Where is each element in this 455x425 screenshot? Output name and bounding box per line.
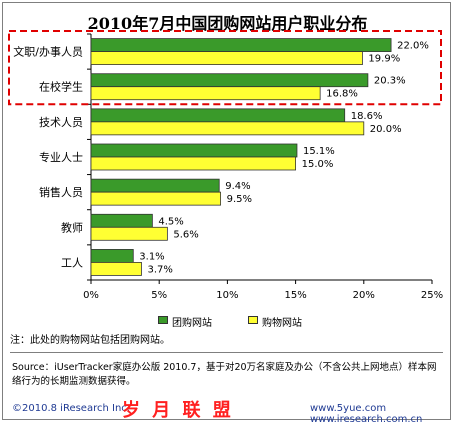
chart-title: 2010年7月中国团购网站用户职业分布 bbox=[87, 14, 368, 33]
bar-shopping bbox=[90, 156, 297, 171]
legend-swatch-shopping bbox=[248, 316, 258, 324]
category-label: 技术人员 bbox=[39, 116, 83, 129]
highlight-box bbox=[8, 30, 442, 106]
data-label: 20.0% bbox=[370, 124, 402, 135]
bar-groupon bbox=[90, 73, 369, 88]
copyright-text: ©2010.8 iResearch Inc. bbox=[12, 403, 130, 414]
category-label: 在校学生 bbox=[39, 80, 83, 94]
x-tick-label: 25% bbox=[421, 290, 443, 301]
x-tick-label: 20% bbox=[353, 290, 375, 301]
data-label: 20.3% bbox=[374, 76, 406, 87]
bar-shopping bbox=[90, 262, 142, 276]
data-label: 16.8% bbox=[326, 89, 358, 100]
data-label: 3.1% bbox=[139, 251, 164, 262]
data-label: 4.5% bbox=[158, 216, 183, 227]
data-label: 9.4% bbox=[225, 181, 250, 192]
category-label: 工人 bbox=[61, 256, 83, 269]
x-tick-label: 15% bbox=[284, 290, 306, 301]
x-tick-label: 0% bbox=[83, 290, 99, 301]
x-tick-label: 5% bbox=[151, 290, 167, 301]
category-label: 文职/办事人员 bbox=[13, 45, 83, 59]
category-label: 教师 bbox=[61, 221, 83, 234]
bar-shopping bbox=[90, 121, 365, 136]
data-label: 5.6% bbox=[173, 229, 198, 240]
data-label: 22.0% bbox=[397, 41, 429, 52]
bar-shopping bbox=[90, 51, 363, 65]
bar-groupon bbox=[90, 178, 220, 193]
data-label: 9.5% bbox=[227, 194, 252, 205]
x-tick-label: 10% bbox=[216, 290, 238, 301]
source-box: Source：iUserTracker家庭办公版 2010.7，基于对20万名家… bbox=[10, 352, 443, 393]
bar-groupon bbox=[90, 213, 153, 228]
category-label: 销售人员 bbox=[39, 185, 83, 199]
bar-groupon bbox=[90, 108, 346, 123]
chart-frame bbox=[2, 2, 451, 420]
bar-shopping bbox=[90, 86, 321, 101]
data-label: 15.0% bbox=[302, 159, 334, 170]
bar-groupon bbox=[90, 38, 392, 52]
legend-label-shopping: 购物网站 bbox=[262, 318, 302, 329]
watermark-text: 岁 月 联 盟 bbox=[122, 400, 234, 421]
footer-url: www.5yue.com www.iresearch.com.cn bbox=[310, 403, 423, 425]
data-label: 19.9% bbox=[368, 54, 400, 65]
category-label: 专业人士 bbox=[39, 150, 83, 164]
legend-swatch-groupon bbox=[158, 316, 168, 324]
bar-groupon bbox=[90, 249, 134, 263]
data-label: 15.1% bbox=[303, 146, 335, 157]
data-label: 3.7% bbox=[147, 264, 172, 275]
legend-label-groupon: 团购网站 bbox=[172, 318, 212, 329]
footnote: 注：此处的购物网站包括团购网站。 bbox=[10, 335, 170, 346]
bar-shopping bbox=[90, 191, 221, 206]
source-text: Source：iUserTracker家庭办公版 2010.7，基于对20万名家… bbox=[12, 362, 437, 387]
data-label: 18.6% bbox=[351, 111, 383, 122]
bar-groupon bbox=[90, 143, 298, 158]
bar-shopping bbox=[90, 226, 168, 241]
